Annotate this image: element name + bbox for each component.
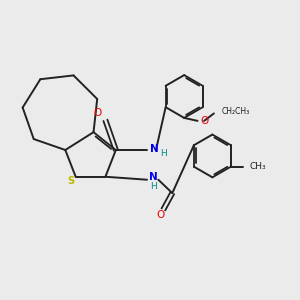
Text: O: O [94, 108, 102, 118]
Text: N: N [150, 143, 159, 154]
Text: O: O [156, 210, 164, 220]
Text: O: O [200, 116, 208, 126]
Text: CH₃: CH₃ [249, 162, 266, 171]
Text: H: H [150, 182, 157, 191]
Text: S: S [67, 176, 74, 186]
Text: H: H [160, 149, 167, 158]
Text: N: N [148, 172, 157, 182]
Text: CH₂CH₃: CH₂CH₃ [221, 107, 250, 116]
